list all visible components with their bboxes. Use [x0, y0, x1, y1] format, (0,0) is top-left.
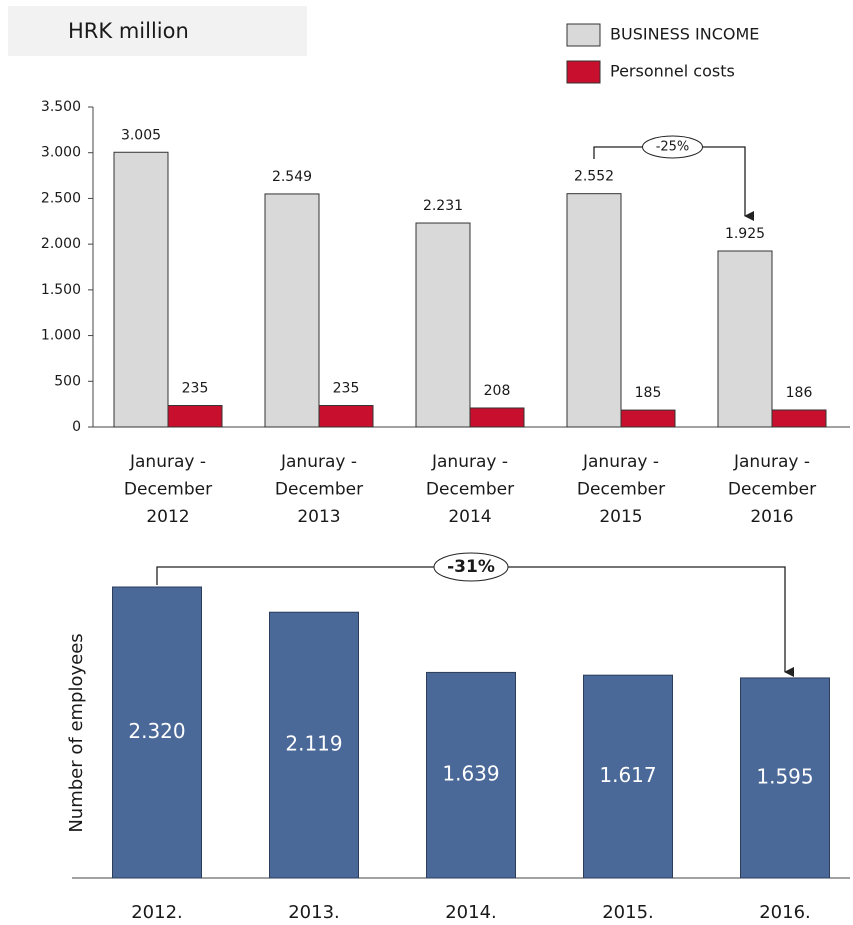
- y-tick-label: 2.500: [41, 190, 81, 206]
- value-label: 2.552: [574, 169, 614, 185]
- bar: [469, 407, 525, 428]
- chart-title: HRK million: [68, 19, 189, 43]
- annotation-bubble: [433, 552, 509, 582]
- x-tick-label: 2013: [297, 507, 340, 527]
- x-tick-label: Januray -: [582, 452, 659, 472]
- value-label: 1.595: [756, 764, 813, 788]
- bar: [318, 405, 374, 428]
- value-label: 1.925: [725, 226, 765, 242]
- bar: [771, 409, 827, 428]
- value-label: 1.639: [442, 762, 499, 786]
- x-tick-label: 2015.: [602, 902, 654, 923]
- x-tick-label: 2015: [599, 507, 642, 527]
- bar: [426, 671, 516, 879]
- title-box: [8, 6, 307, 56]
- value-label: 185: [635, 385, 662, 401]
- legend-label: Personnel costs: [610, 62, 735, 81]
- bar: [269, 611, 359, 879]
- bar: [620, 409, 676, 428]
- y-tick-label: 1.500: [41, 282, 81, 298]
- bar: [717, 250, 773, 428]
- x-tick-label: December: [124, 480, 212, 500]
- value-label: 3.005: [121, 127, 161, 143]
- bar: [264, 193, 320, 428]
- x-tick-label: December: [577, 480, 665, 500]
- value-label: 2.119: [285, 732, 342, 756]
- x-tick-label: Januray -: [431, 452, 508, 472]
- x-tick-label: 2012: [146, 507, 189, 527]
- x-tick-label: 2014.: [445, 902, 497, 923]
- y-tick-label: 1.000: [41, 328, 81, 344]
- x-tick-label: Januray -: [280, 452, 357, 472]
- value-label: 1.617: [599, 763, 656, 787]
- legend-swatch: [566, 60, 601, 84]
- bar: [113, 151, 169, 428]
- y-tick-label: 2.000: [41, 236, 81, 252]
- bar: [566, 193, 622, 428]
- annotation: -31%: [447, 557, 495, 577]
- y-tick-label: 3.500: [41, 99, 81, 115]
- value-label: 2.231: [423, 198, 463, 214]
- bar: [112, 586, 202, 879]
- y-tick-label: 3.000: [41, 145, 81, 161]
- x-tick-label: Januray -: [129, 452, 206, 472]
- value-label: 208: [484, 383, 511, 399]
- value-label: 235: [333, 381, 360, 397]
- x-tick-label: 2013.: [288, 902, 340, 923]
- y-tick-label: 500: [54, 373, 81, 389]
- y-axis-label: Number of employees: [66, 633, 87, 832]
- legend-label: BUSINESS INCOME: [610, 25, 759, 44]
- x-tick-label: 2016.: [759, 902, 811, 923]
- x-tick-label: December: [426, 480, 514, 500]
- annotation-arrow: [156, 566, 794, 677]
- value-label: 2.549: [272, 169, 312, 185]
- x-tick-label: Januray -: [733, 452, 810, 472]
- bar: [583, 674, 673, 879]
- annotation: -25%: [656, 140, 690, 155]
- x-tick-label: 2014: [448, 507, 491, 527]
- value-label: 186: [786, 385, 813, 401]
- bar: [740, 677, 830, 879]
- x-tick-label: 2016: [750, 507, 793, 527]
- legend-swatch: [566, 23, 601, 47]
- x-tick-label: 2012.: [131, 902, 183, 923]
- value-label: 2.320: [128, 719, 185, 743]
- y-tick-label: 0: [72, 419, 81, 435]
- bar: [415, 222, 471, 428]
- bar: [167, 405, 223, 428]
- x-tick-label: December: [728, 480, 816, 500]
- value-label: 235: [182, 381, 209, 397]
- annotation-bubble: [642, 135, 703, 159]
- x-tick-label: December: [275, 480, 363, 500]
